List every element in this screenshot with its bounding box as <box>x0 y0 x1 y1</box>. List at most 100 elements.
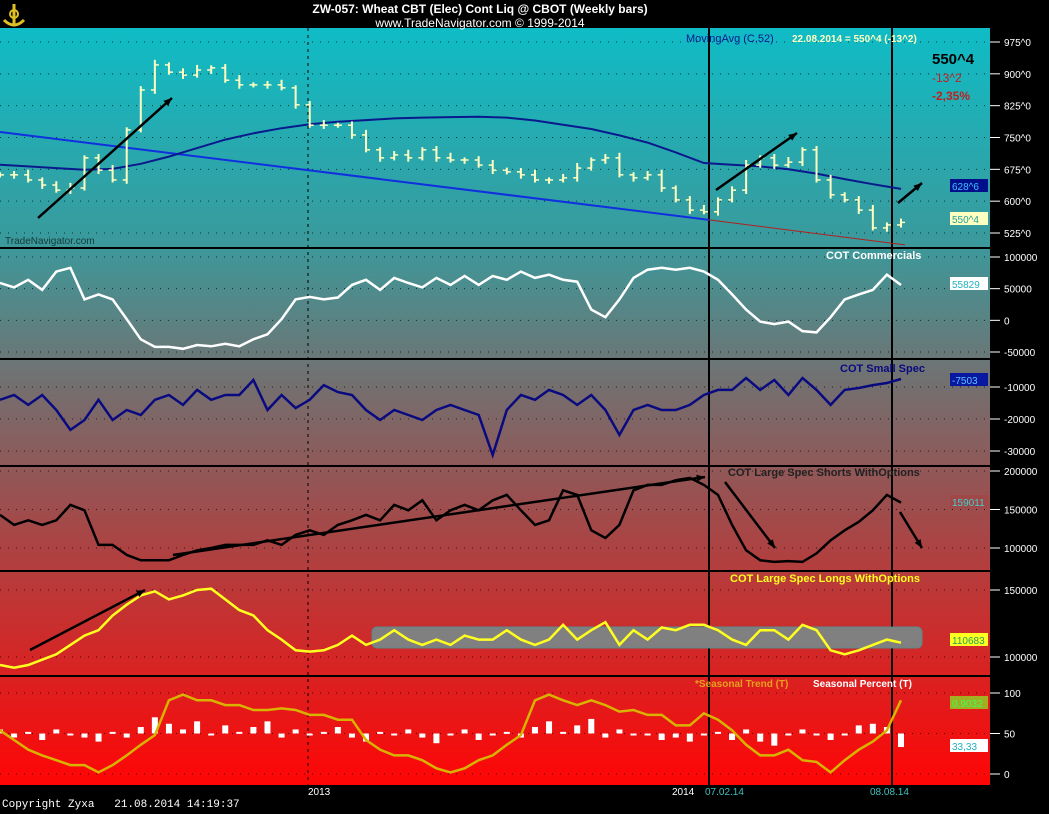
y-tick-label: 150000 <box>1004 586 1038 597</box>
chart-title: ZW-057: Wheat CBT (Elec) Cont Liq @ CBOT… <box>312 2 648 16</box>
seasonal-percent-bar <box>278 733 285 738</box>
seasonal-percent-bar <box>630 733 637 736</box>
seasonal-trend-label: *Seasonal Trend (T) <box>695 679 788 690</box>
seasonal-percent-bar <box>25 731 32 734</box>
x-tick-label: 2014 <box>672 787 695 798</box>
small-spec-value-box-bg <box>950 373 988 386</box>
annotation-arrow <box>37 97 173 219</box>
seasonal-percent-bar <box>560 731 567 734</box>
seasonal-percent-bar <box>574 725 581 734</box>
shorts-value-box-bg <box>950 495 988 508</box>
seasonal-percent-bar <box>419 733 426 738</box>
seasonal-percent-bar <box>546 721 553 734</box>
seasonal-percent-bar <box>489 733 496 736</box>
arrow-head <box>696 474 705 482</box>
seasonal-percent-bar <box>123 733 130 738</box>
seasonal-percent-bar <box>81 733 88 738</box>
price-change-pct: -2,35% <box>932 89 970 103</box>
watermark: TradeNavigator.com <box>5 236 95 247</box>
seasonal-percent-bar <box>180 729 187 734</box>
seasonal-percent-bar <box>53 729 60 734</box>
trendline-extension <box>708 219 906 246</box>
seasonal-percent-bar <box>475 733 482 740</box>
highlight-box <box>371 626 923 649</box>
annotation-arrow <box>172 474 706 557</box>
y-tick-label: 600^0 <box>1004 197 1031 208</box>
annotation-arrow <box>715 131 798 192</box>
y-tick-label: 50000 <box>1004 285 1032 296</box>
small-spec-line <box>0 376 902 459</box>
arrow-shaft <box>172 475 706 557</box>
arrow-head <box>767 539 775 548</box>
chart-labels: MovingAvg (C,52) 22.08.2014 = 550^4 (-13^… <box>5 33 988 798</box>
seasonal-percent-bar <box>729 733 736 740</box>
ma-value-box: 628^6 <box>952 182 979 193</box>
seasonal-percent-bar <box>67 733 74 736</box>
commercials-value-box-bg <box>950 277 988 290</box>
seasonal-percent-label: Seasonal Percent (T) <box>813 679 912 690</box>
seasonal-percent-bar <box>785 733 792 736</box>
seasonal-percent-bar <box>137 727 144 734</box>
seasonal-percent-bar <box>714 731 721 734</box>
x-tick-label: 2013 <box>308 787 331 798</box>
seasonal-trend-value-box: 0,9032 <box>952 699 983 710</box>
panel-separator <box>0 465 990 467</box>
seasonal-percent-bar <box>334 727 341 734</box>
seasonal-percent-bar <box>503 731 510 734</box>
annotation-arrow <box>29 588 146 652</box>
seasonal-percent-bar <box>208 733 215 736</box>
y-tick-label: -20000 <box>1004 415 1036 426</box>
panel-separator <box>0 247 990 249</box>
y-tick-label: 750^0 <box>1004 134 1031 145</box>
seasonal-percent-bar <box>743 729 750 734</box>
seasonal-percent-bar <box>236 731 243 734</box>
seasonal-percent-bar <box>39 733 46 740</box>
seasonal-percent-bar <box>461 729 468 734</box>
y-tick-label: 100 <box>1004 689 1021 700</box>
commercials-label: COT Commercials <box>826 250 921 262</box>
y-tick-label: -30000 <box>1004 447 1036 458</box>
large-spec-shorts-line <box>0 476 902 564</box>
seasonal-trend-value-box-bg <box>950 696 988 709</box>
gridlines <box>0 28 990 785</box>
longs-value-box: 110683 <box>952 636 985 647</box>
y-tick-label: -50000 <box>1004 348 1036 359</box>
last-price: 550^4 <box>932 51 975 68</box>
seasonal-percent-bar <box>616 729 623 734</box>
seasonal-percent-bar <box>194 721 201 734</box>
price-value-box: 550^4 <box>952 215 979 226</box>
y-tick-label: 0 <box>1004 316 1010 327</box>
seasonal-percent-bar <box>644 733 651 736</box>
seasonal-percent-bar <box>165 723 172 734</box>
y-tick-label: 675^0 <box>1004 165 1031 176</box>
plot-background <box>0 28 990 785</box>
large-spec-longs-line <box>0 587 902 669</box>
commercials-value-box: 55829 <box>952 280 980 291</box>
seasonal-percent-bar <box>658 733 665 740</box>
seasonal-percent-bar <box>588 718 595 734</box>
seasonal-percent-bar <box>151 717 158 734</box>
seasonal-percent-bar <box>686 733 693 742</box>
copyright: Copyright Zyxa <box>2 799 95 811</box>
seasonal-percent-bar <box>531 727 538 734</box>
arrow-shaft <box>715 131 798 192</box>
price-info: 22.08.2014 = 550^4 (-13^2) <box>792 34 917 45</box>
seasonal-percent-bar <box>869 723 876 734</box>
seasonal-percent-bar <box>250 727 257 734</box>
seasonal-percent-bar <box>292 729 299 734</box>
arrow-head <box>163 98 172 107</box>
arrow-head <box>136 590 145 597</box>
axes: 975^0900^0825^0750^0675^0600^0525^010000… <box>0 38 1038 781</box>
arrow-head <box>788 133 797 141</box>
chart-marks <box>0 28 924 785</box>
y-tick-label: 975^0 <box>1004 38 1031 49</box>
y-tick-label: 0 <box>1004 770 1010 781</box>
seasonal-percent-bar <box>391 733 398 736</box>
seasonal-percent-bar <box>264 721 271 734</box>
price-value-box-bg <box>950 212 988 225</box>
y-tick-label: 150000 <box>1004 506 1038 517</box>
seasonal-percent-bar <box>348 733 355 738</box>
y-tick-label: 200000 <box>1004 467 1038 478</box>
seasonal-percent-bar <box>672 733 679 738</box>
